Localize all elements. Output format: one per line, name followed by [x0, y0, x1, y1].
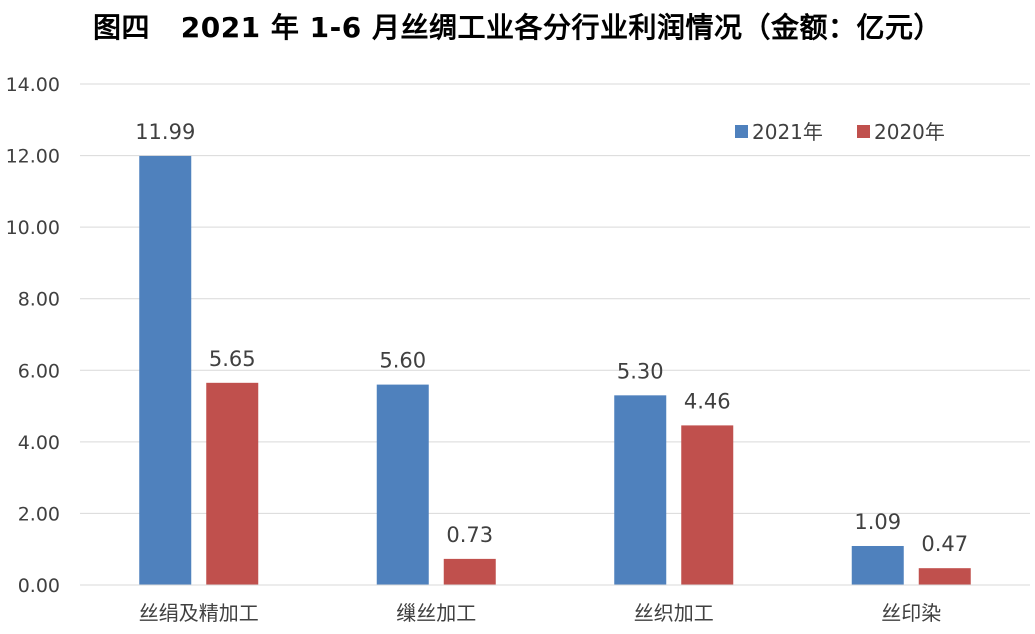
bar-series2 — [206, 382, 259, 585]
y-tick-label: 4.00 — [18, 432, 60, 454]
data-label: 5.30 — [617, 359, 664, 383]
legend: 2021年 2020年 — [735, 120, 945, 144]
bar-series2 — [681, 425, 734, 585]
y-tick-label: 12.00 — [6, 146, 60, 168]
bar-series1 — [139, 155, 192, 585]
data-labels: 11.99 5.65 5.60 0.73 5.30 4.46 1.09 0.47 — [135, 120, 968, 556]
legend-swatch — [735, 125, 748, 138]
x-axis: 丝绢及精加工 缫丝加工 丝织加工 丝印染 — [80, 584, 1030, 625]
y-tick-label: 14.00 — [6, 74, 60, 96]
data-label: 0.47 — [921, 532, 968, 556]
y-axis: 0.00 2.00 4.00 6.00 8.00 10.00 12.00 14.00 — [6, 74, 60, 597]
chart-title: 图四 2021 年 1-6 月丝绸工业各分行业利润情况（金额：亿元） — [92, 11, 942, 44]
y-tick-label: 2.00 — [18, 503, 60, 525]
data-label: 1.09 — [854, 510, 901, 534]
data-label: 4.46 — [684, 389, 731, 413]
y-tick-label: 0.00 — [18, 575, 60, 597]
y-tick-label: 6.00 — [18, 360, 60, 382]
bar-series1 — [851, 545, 904, 585]
legend-label: 2020年 — [874, 120, 945, 144]
bar-series1 — [376, 384, 429, 585]
bars — [139, 155, 971, 585]
legend-label: 2021年 — [752, 120, 823, 144]
bar-series2 — [918, 568, 971, 585]
data-label: 5.60 — [379, 349, 426, 373]
y-tick-label: 10.00 — [6, 217, 60, 239]
bar-series2 — [443, 558, 496, 585]
x-category-label: 丝绢及精加工 — [139, 601, 259, 625]
legend-swatch — [857, 125, 870, 138]
bar-series1 — [614, 395, 667, 585]
data-label: 5.65 — [209, 347, 256, 371]
x-category-label: 丝印染 — [881, 601, 941, 625]
data-label: 11.99 — [135, 120, 195, 144]
x-category-label: 丝织加工 — [634, 601, 714, 625]
y-tick-label: 8.00 — [18, 289, 60, 311]
data-label: 0.73 — [446, 523, 493, 547]
x-category-label: 缫丝加工 — [396, 601, 476, 625]
